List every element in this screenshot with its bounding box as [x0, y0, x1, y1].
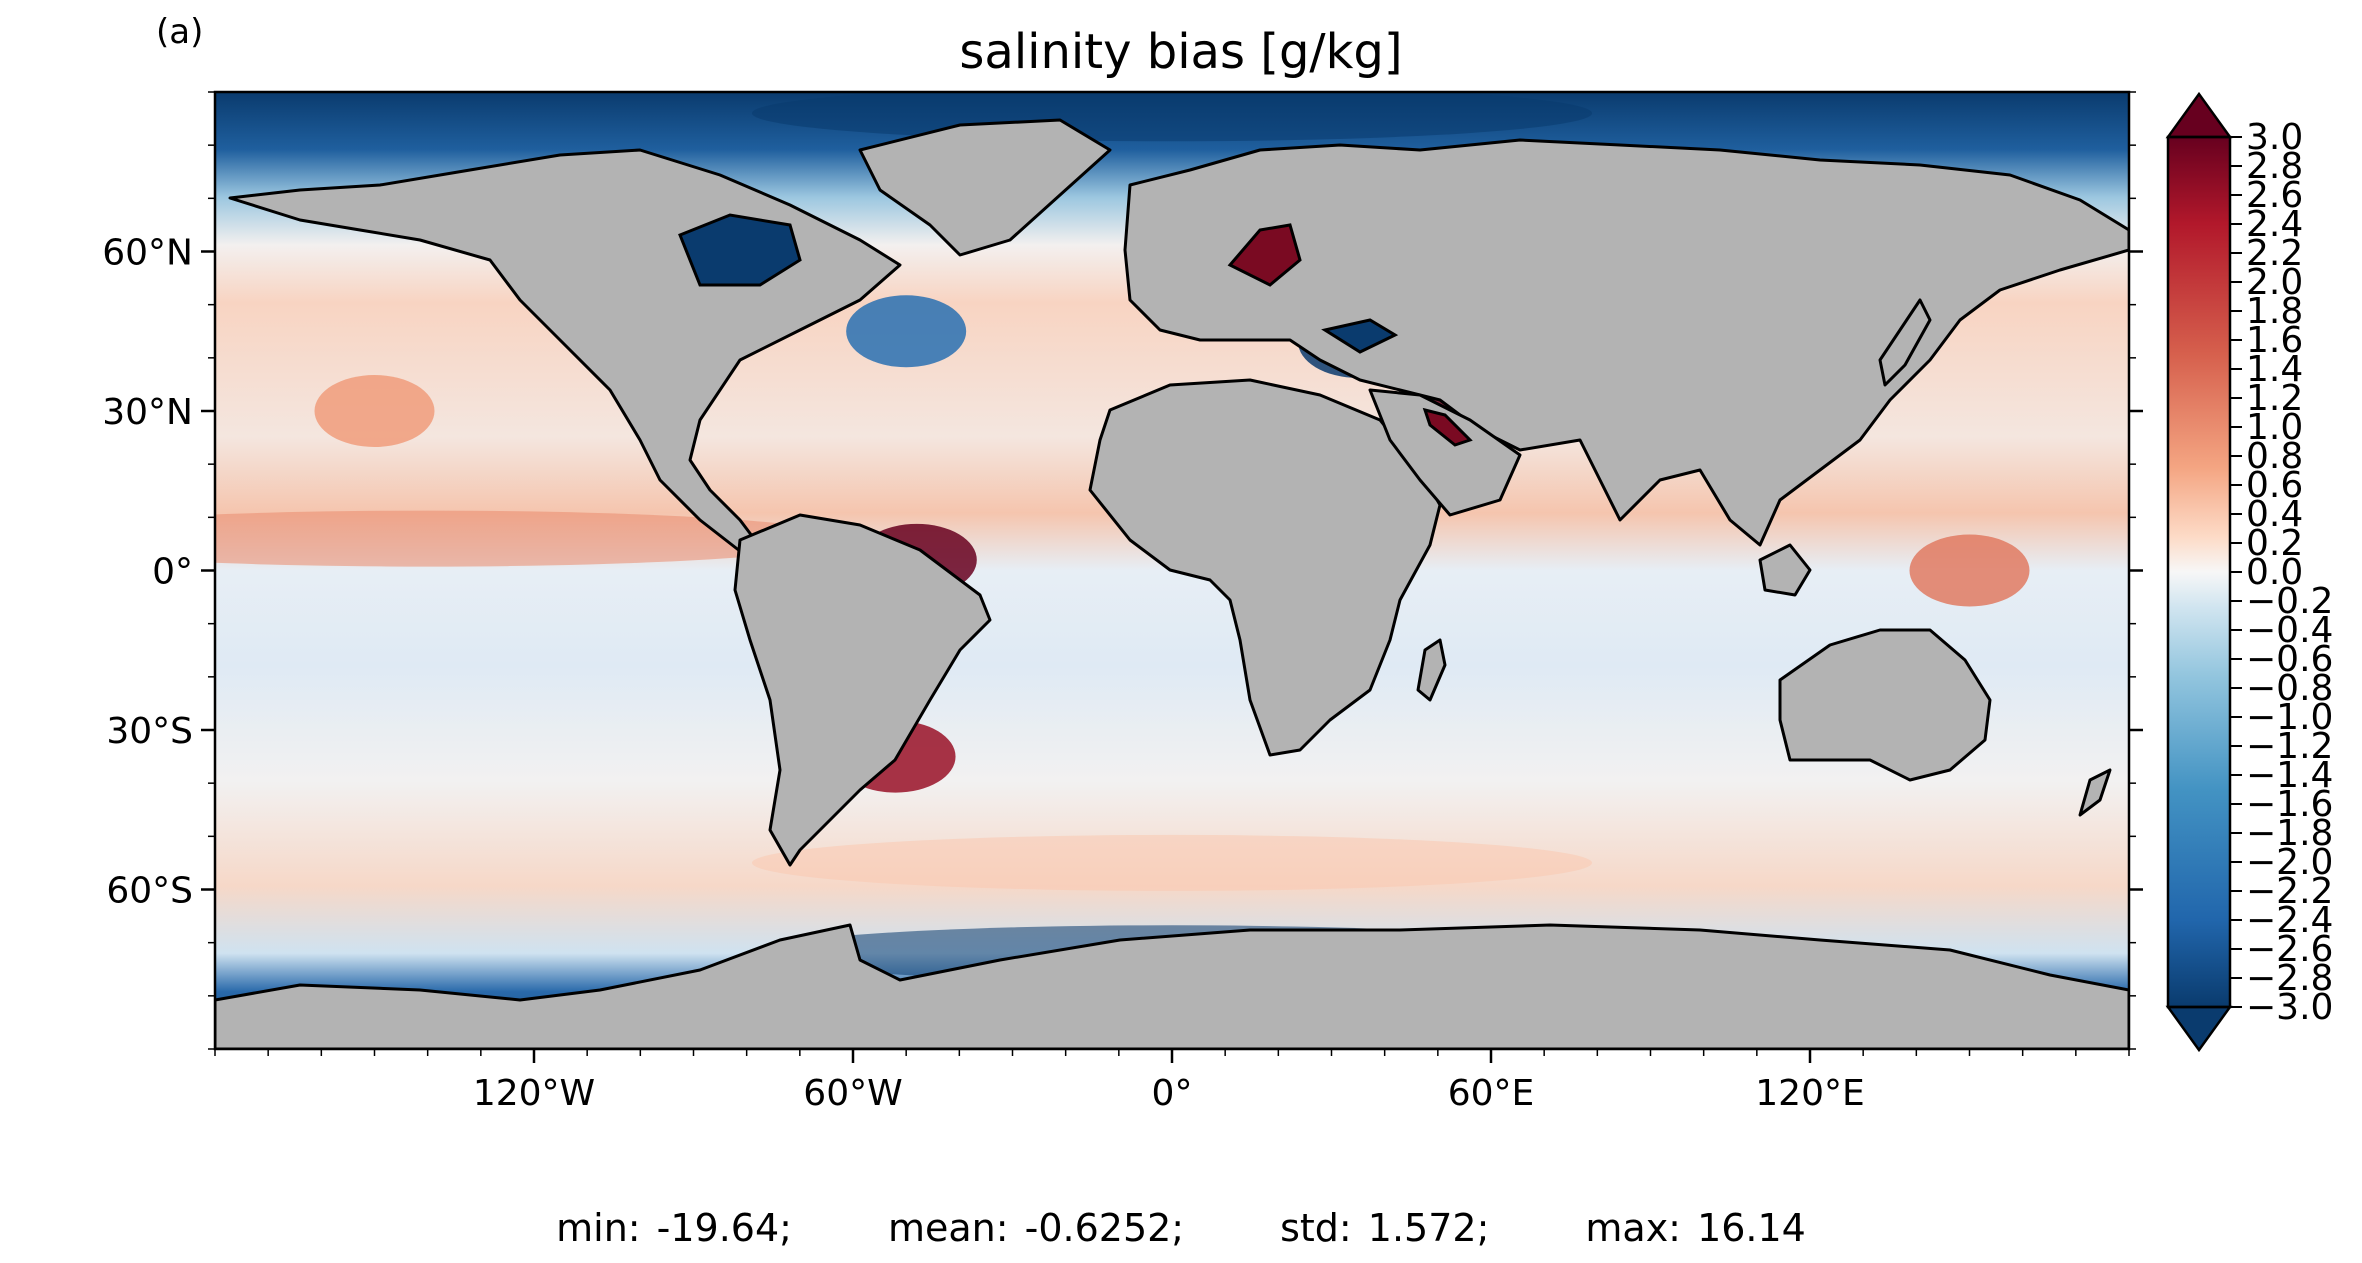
feature-equatorial-pacific — [215, 510, 848, 567]
colorbar-tick-label: 2.2 — [2246, 233, 2303, 274]
greenland-land — [858, 118, 1112, 257]
new-zealand-land — [2078, 768, 2112, 817]
feature-north-pacific-subtropical — [314, 375, 435, 447]
antarctica-land — [215, 923, 2129, 1049]
y-tick-label: 30°S — [106, 711, 193, 752]
stat-mean: mean: -0.6252; — [887, 1206, 1185, 1250]
stat-max: max: 16.14 — [1585, 1206, 1806, 1250]
colorbar-tick-label: 2.0 — [2246, 262, 2303, 303]
colorbar-tick-label: −0.2 — [2246, 581, 2333, 622]
colorbar-tick-label: 3.0 — [2246, 117, 2303, 158]
colorbar-tick-label: −0.6 — [2246, 639, 2333, 680]
colorbar-tick-label: −2.2 — [2246, 871, 2333, 912]
colorbar-tick-label: 0.2 — [2246, 523, 2303, 564]
colorbar-tick-label: −1.2 — [2246, 726, 2333, 767]
colorbar-tick-label: −2.6 — [2246, 929, 2333, 970]
y-tick-label: 60°S — [106, 871, 193, 912]
x-tick-label: 0° — [1152, 1073, 1193, 1114]
colorbar-tick-label: −1.4 — [2246, 755, 2333, 796]
colorbar-tick-label: −2.4 — [2246, 900, 2333, 941]
x-tick-label: 60°W — [803, 1073, 902, 1114]
panel-label: (a) — [156, 12, 204, 52]
colorbar-body — [2168, 137, 2230, 1007]
colorbar-tick-label: −1.0 — [2246, 697, 2333, 738]
stat-std: std: 1.572; — [1280, 1206, 1490, 1250]
feature-arctic-ocean — [752, 92, 1592, 142]
colorbar-extend-bottom — [2165, 1005, 2233, 1053]
x-tick-label: 120°E — [1755, 1073, 1864, 1114]
colorbar-tick-label: −0.8 — [2246, 668, 2333, 709]
colorbar-extend-top — [2165, 91, 2233, 139]
colorbar: 3.02.82.62.42.22.01.81.61.41.21.00.80.60… — [2165, 91, 2333, 1053]
y-tick-label: 0° — [152, 552, 193, 593]
colorbar-tick-label: 0.8 — [2246, 436, 2303, 477]
madagascar-land — [1416, 638, 1447, 702]
map-axes — [215, 92, 2129, 1049]
stats-line: min: -19.64; mean: -0.6252; std: 1.572; max… — [0, 1206, 2362, 1250]
colorbar-tick-label: −1.6 — [2246, 784, 2333, 825]
inland-water — [678, 213, 1473, 447]
colorbar-tick-label: 2.6 — [2246, 175, 2303, 216]
colorbar-tick-label: 1.4 — [2246, 349, 2303, 390]
colorbar-ticks: 3.02.82.62.42.22.01.81.61.41.21.00.80.60… — [2230, 117, 2333, 1028]
colorbar-tick-label: 0.0 — [2246, 552, 2303, 593]
colorbar-tick-label: −2.0 — [2246, 842, 2333, 883]
colorbar-tick-label: −3.0 — [2246, 987, 2333, 1028]
south-america-land — [733, 513, 992, 867]
map-title: salinity bias [g/kg] — [959, 24, 1403, 80]
colorbar-tick-label: 1.6 — [2246, 320, 2303, 361]
y-tick-label: 60°N — [102, 233, 193, 274]
baltic-sea — [1227, 223, 1302, 287]
stat-min: min: -19.64; — [556, 1206, 792, 1250]
colorbar-tick-label: 1.0 — [2246, 407, 2303, 448]
x-tick-label: 60°E — [1448, 1073, 1535, 1114]
japan-land — [1878, 298, 1932, 387]
feature-southern-ocean-band — [752, 834, 1592, 891]
axis-ticks: 120°W 60°W 0° 60°E 120°E 60°N 30°N 0° 30°S 60°S — [102, 91, 2143, 1114]
arabia-land — [1368, 388, 1522, 517]
y-tick-label: 30°N — [102, 392, 193, 433]
colorbar-tick-label: 1.8 — [2246, 291, 2303, 332]
colorbar-tick-label: 1.2 — [2246, 378, 2303, 419]
africa-land — [1088, 378, 1442, 757]
colorbar-tick-label: −1.8 — [2246, 813, 2333, 854]
feature-labrador-sea — [846, 295, 967, 368]
colorbar-tick-label: 2.8 — [2246, 146, 2303, 187]
x-tick-label: 120°W — [473, 1073, 595, 1114]
black-sea — [1321, 318, 1399, 354]
colorbar-tick-label: 0.4 — [2246, 494, 2303, 535]
borneo-land — [1758, 543, 1812, 597]
colorbar-tick-label: −2.8 — [2246, 958, 2333, 999]
persian-gulf — [1422, 407, 1473, 447]
colorbar-tick-label: 0.6 — [2246, 465, 2303, 506]
hudson-bay — [678, 213, 802, 287]
eurasia-land — [1123, 138, 2129, 547]
australia-land — [1778, 628, 1992, 782]
feature-west-pacific-warm-pool — [1909, 534, 2030, 607]
colorbar-tick-label: 2.4 — [2246, 204, 2303, 245]
colorbar-tick-label: −0.4 — [2246, 610, 2333, 651]
land-masses — [215, 118, 2129, 1049]
